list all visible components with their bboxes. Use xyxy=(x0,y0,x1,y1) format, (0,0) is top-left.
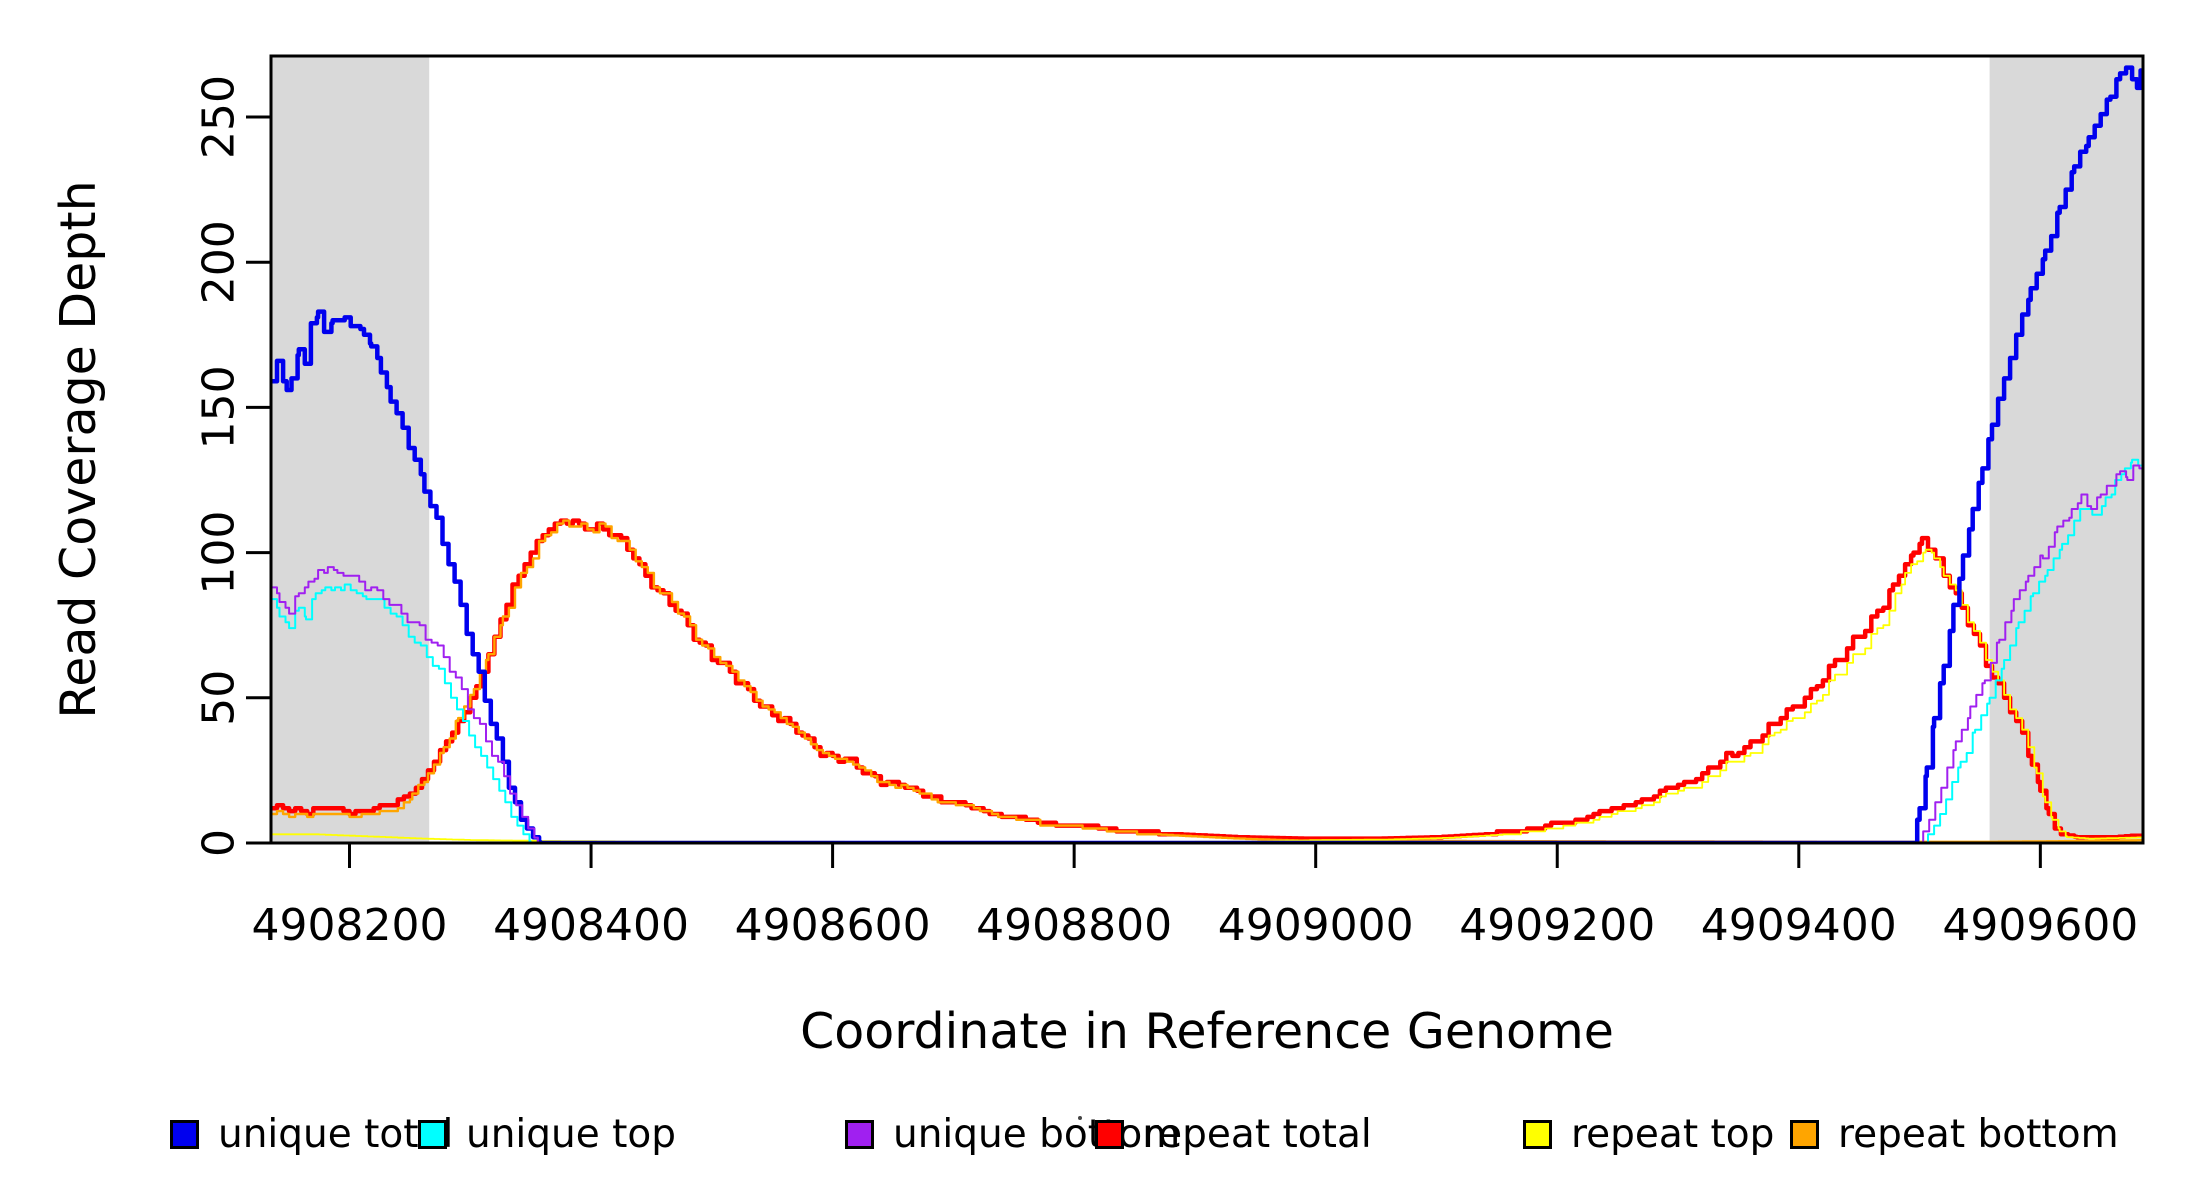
x-tick-label: 4909600 xyxy=(1942,900,2138,951)
y-tick-label: 50 xyxy=(194,670,245,726)
x-tick-label: 4908800 xyxy=(976,900,1172,951)
plot-box xyxy=(269,54,2145,845)
y-tick-label: 200 xyxy=(194,220,245,304)
series-unique-total xyxy=(271,65,2143,843)
x-tick-label: 4908600 xyxy=(735,900,931,951)
series-unique-top xyxy=(271,458,2143,843)
series-repeat-total xyxy=(271,518,2143,841)
y-axis-title: Read Coverage Depth xyxy=(50,180,107,718)
x-tick-label: 4909200 xyxy=(1459,900,1655,951)
x-tick-label: 4909400 xyxy=(1701,900,1897,951)
x-tick-label: 4908200 xyxy=(252,900,448,951)
x-axis-title: Coordinate in Reference Genome xyxy=(800,1003,1614,1060)
y-tick-label: 250 xyxy=(194,75,245,159)
y-tick-label: 150 xyxy=(194,365,245,449)
y-tick-label: 0 xyxy=(194,829,245,857)
x-tick-label: 4909000 xyxy=(1218,900,1414,951)
x-tick-label: 4908400 xyxy=(493,900,689,951)
stray-dot xyxy=(1078,1116,1082,1120)
series-repeat-bottom xyxy=(271,519,2143,843)
series-repeat-top xyxy=(271,548,2143,843)
highlight-band xyxy=(271,56,430,843)
highlight-band xyxy=(1989,56,2143,843)
series-unique-bottom xyxy=(271,464,2143,843)
y-tick-label: 100 xyxy=(194,511,245,595)
